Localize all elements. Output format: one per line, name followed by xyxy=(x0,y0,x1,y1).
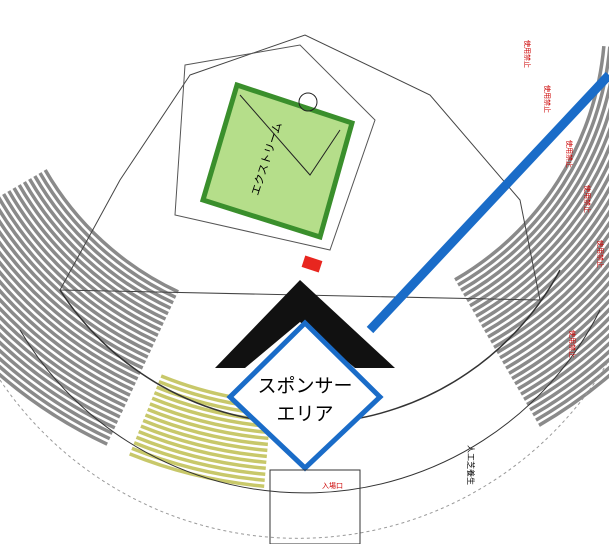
seat-row xyxy=(135,435,266,471)
seat-row xyxy=(0,240,146,365)
field-boundary-outer xyxy=(19,309,601,494)
seat-row xyxy=(7,190,162,332)
restricted-label: 使用禁止 xyxy=(523,40,532,68)
field-line xyxy=(239,94,341,176)
seat-row xyxy=(0,356,114,435)
seat-row xyxy=(514,307,609,386)
seat-row xyxy=(460,81,609,292)
seat-row xyxy=(472,158,609,313)
seat-row xyxy=(0,340,119,424)
seat-row xyxy=(475,172,609,318)
seat-row xyxy=(12,187,164,327)
seat-row xyxy=(0,279,136,386)
seat-row xyxy=(481,197,609,329)
seat-row xyxy=(0,219,152,354)
seat-row xyxy=(478,185,609,323)
seat-row xyxy=(0,269,139,381)
seat-row xyxy=(0,196,157,343)
seat-row xyxy=(0,288,134,392)
seat-row xyxy=(131,446,265,482)
seat-row xyxy=(535,365,609,422)
seat-row xyxy=(505,280,609,370)
restricted-label: 使用禁止 xyxy=(543,85,552,113)
sponsor-label: スポンサー xyxy=(257,375,352,397)
field-frame xyxy=(174,44,376,251)
seat-row xyxy=(532,357,609,417)
seat-row xyxy=(463,106,609,297)
entrance-label: 入場口 xyxy=(322,481,343,490)
seat-row xyxy=(523,332,609,401)
seat-row xyxy=(0,314,126,408)
seat-row xyxy=(133,441,266,477)
seat-row xyxy=(520,324,609,396)
seat-row xyxy=(43,169,179,294)
seat-row xyxy=(502,270,609,365)
seat-row xyxy=(0,323,124,414)
seat-row xyxy=(147,407,269,441)
seat-row xyxy=(38,172,177,299)
seat-row xyxy=(17,184,167,321)
pointer-line xyxy=(366,71,609,334)
seat-row xyxy=(0,260,141,376)
seat-row xyxy=(142,418,268,453)
seat-row xyxy=(22,181,169,316)
seat-row xyxy=(140,424,267,459)
seat-row xyxy=(508,289,609,375)
seat-row xyxy=(490,231,609,344)
seat-row xyxy=(0,372,108,446)
seat-row xyxy=(526,341,609,407)
restricted-label: 使用禁止 xyxy=(565,140,574,168)
seat-row xyxy=(33,175,174,305)
marker xyxy=(298,92,318,112)
seat-row xyxy=(0,297,131,397)
restricted-label: 使用禁止 xyxy=(568,330,577,358)
seat-row xyxy=(28,178,172,310)
seat-row xyxy=(144,413,269,447)
seat-row xyxy=(538,373,609,427)
marker-red xyxy=(301,255,323,273)
seat-row xyxy=(0,348,116,430)
seat-row xyxy=(0,306,129,403)
seat-row xyxy=(529,349,609,412)
sponsor-area xyxy=(226,319,384,472)
turf-label: 人工芝養生 xyxy=(466,445,476,485)
seat-row xyxy=(517,315,609,391)
seat-row xyxy=(487,220,609,339)
seat-row xyxy=(499,261,609,360)
sponsor-label: エリア xyxy=(276,403,333,425)
concourse xyxy=(0,359,609,539)
seat-row xyxy=(493,241,609,349)
seat-row xyxy=(466,126,609,303)
seat-row xyxy=(0,207,154,348)
seat-row xyxy=(511,298,609,381)
outline xyxy=(59,34,541,301)
field xyxy=(199,81,356,241)
seat-row xyxy=(469,143,609,308)
restricted-label: 使用禁止 xyxy=(596,240,605,268)
seat-row xyxy=(0,229,149,359)
seat-row xyxy=(2,193,159,337)
seat-row xyxy=(138,430,267,465)
restricted-label: 使用禁止 xyxy=(583,185,592,213)
gate xyxy=(269,469,361,544)
seat-row xyxy=(496,251,609,355)
seat-row xyxy=(149,402,270,435)
seat-row xyxy=(0,364,111,441)
seat-row xyxy=(0,331,121,419)
